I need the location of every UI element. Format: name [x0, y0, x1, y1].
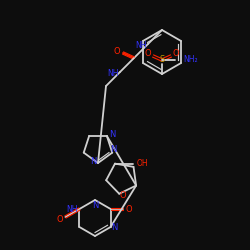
Text: OH: OH	[136, 159, 148, 168]
Text: N: N	[112, 222, 118, 232]
Text: O: O	[125, 204, 132, 214]
Text: O: O	[145, 50, 151, 58]
Text: NH: NH	[107, 70, 119, 78]
Text: O: O	[56, 214, 63, 224]
Text: O: O	[173, 50, 179, 58]
Text: O: O	[114, 46, 120, 56]
Text: O: O	[120, 191, 126, 200]
Text: NH₂: NH₂	[183, 56, 198, 64]
Text: N: N	[110, 145, 116, 154]
Text: N: N	[109, 130, 115, 139]
Text: NH: NH	[135, 42, 147, 50]
Text: NH: NH	[67, 204, 78, 214]
Text: N: N	[92, 202, 98, 210]
Text: S: S	[160, 56, 164, 64]
Text: N: N	[90, 156, 96, 166]
